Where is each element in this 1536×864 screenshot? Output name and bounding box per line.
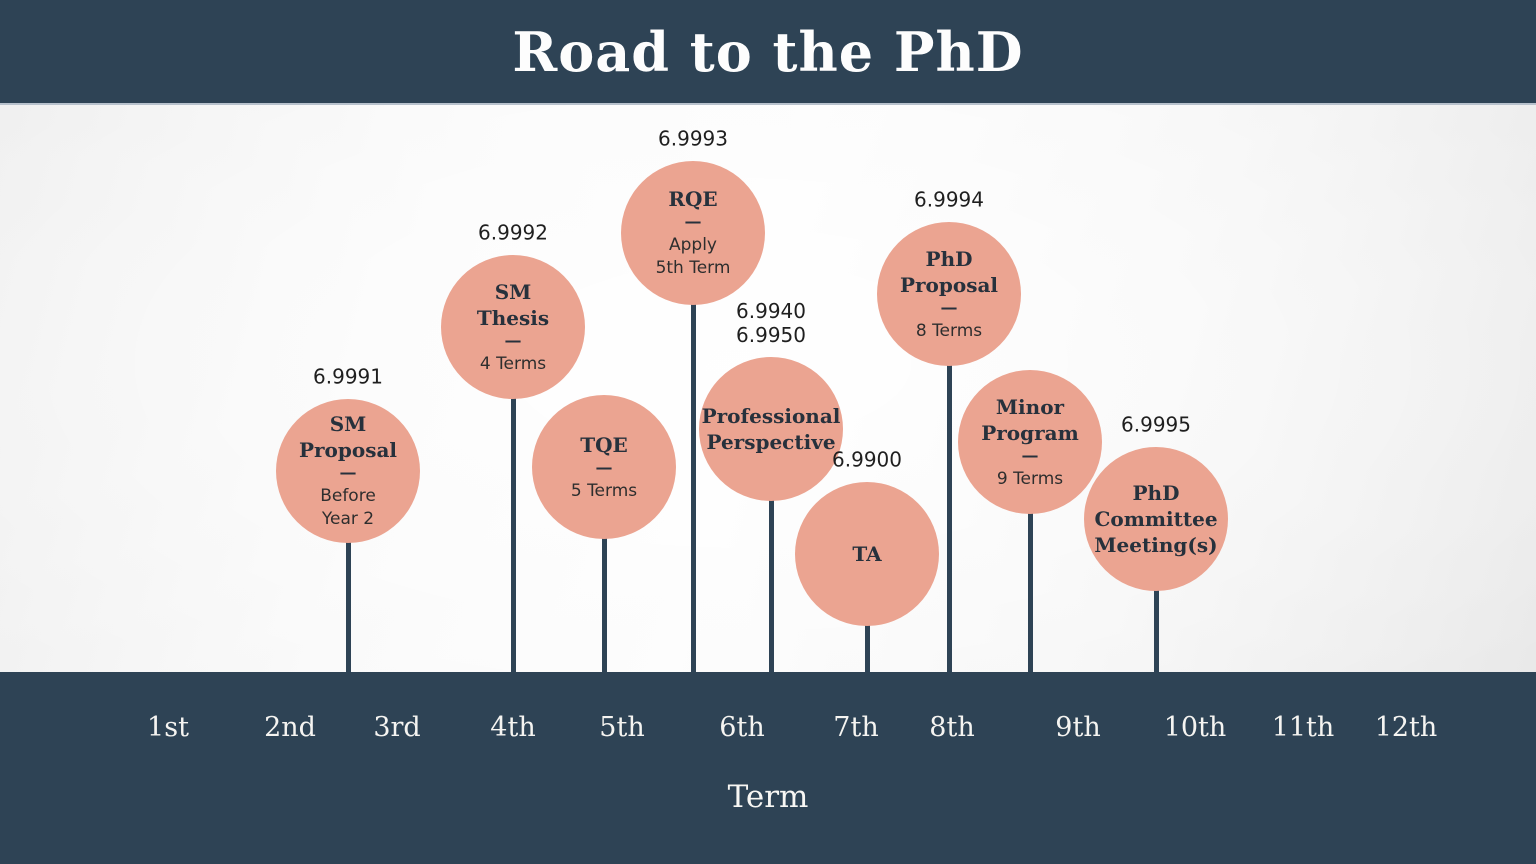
milestone-subtitle: 4 Terms — [479, 353, 547, 374]
course-number: 6.9900 — [832, 447, 902, 472]
milestone-stem — [768, 429, 774, 672]
milestone-subtitle: Apply 5th Term — [655, 235, 731, 278]
milestone-title: PhD Committee Meeting(s) — [1094, 481, 1218, 557]
course-number: 6.9993 — [658, 126, 728, 151]
page-title: Road to the PhD — [512, 19, 1024, 84]
milestone-separator: — — [940, 297, 958, 318]
milestone-balloon: TQE — 5 Terms — [532, 395, 676, 539]
milestone-balloon: RQE — Apply 5th Term — [621, 161, 765, 305]
milestone-subtitle: 9 Terms — [996, 468, 1064, 489]
milestone-balloon: TA — [795, 482, 939, 626]
term-label-5th: 5th — [599, 712, 645, 743]
milestone-title: RQE — [668, 187, 718, 212]
term-label-10th: 10th — [1163, 712, 1227, 743]
course-number: 6.9991 — [313, 364, 383, 389]
term-label-4th: 4th — [490, 712, 536, 743]
course-number: 6.9995 — [1121, 412, 1191, 437]
milestone-separator: — — [595, 457, 613, 478]
milestone-stem — [946, 294, 952, 672]
milestone-title: Minor Program — [981, 394, 1079, 445]
milestone-separator: — — [504, 330, 522, 351]
milestone-stem — [1153, 519, 1159, 672]
term-label-9th: 9th — [1055, 712, 1101, 743]
term-label-6th: 6th — [719, 712, 765, 743]
term-label-8th: 8th — [929, 712, 975, 743]
milestone-balloon: PhD Committee Meeting(s) — [1084, 447, 1228, 591]
course-number: 6.9940 6.9950 — [736, 298, 806, 347]
milestone-subtitle: 8 Terms — [915, 320, 983, 341]
milestone-balloon: Professional Perspective — [699, 357, 843, 501]
milestone-title: SM Thesis — [476, 279, 550, 330]
milestone-title: Professional Perspective — [701, 404, 841, 454]
term-label-7th: 7th — [833, 712, 879, 743]
milestone-balloon: SM Proposal — Before Year 2 — [276, 399, 420, 543]
term-axis-bar — [0, 672, 1536, 864]
milestone-stem — [601, 467, 607, 672]
milestone-separator: — — [339, 463, 357, 484]
milestone-stem — [1027, 442, 1033, 672]
milestone-subtitle: 5 Terms — [570, 480, 638, 501]
milestone-balloon: SM Thesis — 4 Terms — [441, 255, 585, 399]
milestone-separator: — — [684, 212, 702, 233]
milestone-stem — [345, 471, 351, 672]
header-bar: Road to the PhD — [0, 0, 1536, 105]
milestone-subtitle: Before Year 2 — [320, 486, 376, 529]
term-label-1st: 1st — [147, 712, 189, 743]
milestone-title: PhD Proposal — [899, 246, 999, 297]
milestone-balloon: Minor Program — 9 Terms — [958, 370, 1102, 514]
milestone-title: SM Proposal — [298, 412, 398, 463]
milestone-balloon: PhD Proposal — 8 Terms — [877, 222, 1021, 366]
milestone-title: TA — [852, 542, 882, 566]
term-label-12th: 12th — [1374, 712, 1438, 743]
term-label-3rd: 3rd — [373, 712, 421, 743]
course-number: 6.9992 — [478, 220, 548, 245]
milestone-stem — [690, 233, 696, 672]
milestone-title: TQE — [580, 432, 628, 457]
course-number: 6.9994 — [914, 187, 984, 212]
milestone-separator: — — [1021, 445, 1039, 466]
milestone-stem — [510, 327, 516, 672]
axis-title: Term — [727, 779, 809, 815]
term-label-2nd: 2nd — [264, 712, 316, 743]
term-label-11th: 11th — [1271, 712, 1335, 743]
